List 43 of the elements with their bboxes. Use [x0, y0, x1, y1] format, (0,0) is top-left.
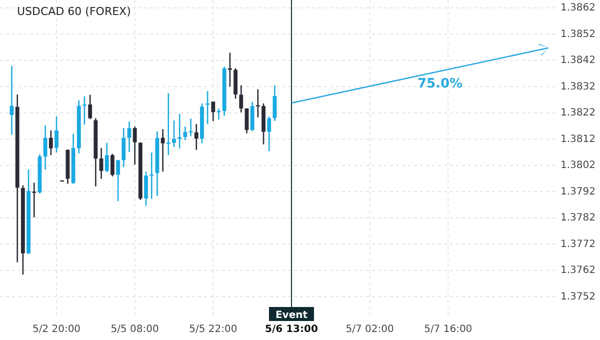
y-tick-label: 1.3782 [560, 212, 596, 224]
annotation: 75.0% [417, 76, 463, 92]
x-tick-label: 5/2 20:00 [32, 324, 81, 335]
x-tick-label: 5/6 13:00 [265, 324, 318, 335]
y-tick-label: 1.3752 [560, 291, 596, 302]
y-tick-label: 1.3842 [560, 55, 596, 66]
y-tick-label: 1.3832 [560, 81, 596, 92]
candlestick [54, 116, 58, 154]
candlestick [267, 116, 272, 152]
candlestick [194, 123, 198, 151]
y-tick-label: 1.3862 [560, 2, 596, 14]
candlestick [132, 126, 137, 166]
x-tick-label: 5/5 08:00 [110, 324, 159, 335]
x-tick-label: 5/7 16:00 [424, 324, 472, 335]
candlestick [178, 113, 182, 149]
candlestick [43, 124, 48, 170]
y-tick-label: 1.3772 [560, 238, 596, 250]
candlestick [250, 101, 254, 132]
x-tick-label: 5/7 02:00 [346, 324, 394, 335]
candlestick [211, 100, 216, 122]
candlestick [116, 159, 120, 202]
candlestick [104, 142, 109, 173]
x-tick-label: 5/5 22:00 [189, 324, 238, 335]
candlestick [122, 127, 126, 168]
candlestick [48, 130, 53, 156]
candlestick [127, 120, 132, 153]
candlestick [99, 147, 104, 180]
candlestick [272, 84, 277, 122]
candlestick [160, 128, 165, 172]
candlestick [110, 153, 114, 178]
y-tick-label: 1.3822 [560, 108, 596, 119]
candlestick [239, 84, 244, 113]
y-tick-label: 1.3812 [560, 134, 596, 145]
text: USDCAD 60 (FOREX) [17, 5, 131, 18]
candlestick [88, 94, 92, 120]
ref-line-label: Event [275, 310, 308, 321]
candlestick [228, 52, 232, 88]
candlestick [183, 126, 188, 141]
y-tick-label: 1.3802 [560, 160, 596, 172]
y-tick-label: 1.3762 [560, 265, 596, 276]
y-tick-label: 1.3792 [560, 186, 596, 198]
y-tick-label: 1.3852 [560, 28, 596, 40]
candlestick [32, 182, 36, 218]
